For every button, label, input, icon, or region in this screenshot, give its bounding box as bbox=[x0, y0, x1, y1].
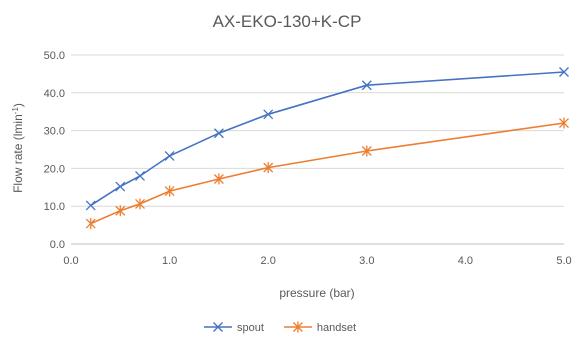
x-tick-label: 4.0 bbox=[458, 255, 473, 267]
x-tick-label: 0.0 bbox=[63, 255, 78, 267]
data-point-handset bbox=[263, 162, 274, 174]
data-point-handset bbox=[213, 173, 224, 185]
x-tick-label: 3.0 bbox=[359, 255, 374, 267]
series-handset bbox=[85, 117, 569, 230]
data-point-handset bbox=[559, 117, 569, 129]
data-point-handset bbox=[115, 205, 126, 217]
y-axis-label-superscript: -1 bbox=[11, 107, 20, 115]
data-point-spout bbox=[361, 80, 372, 91]
data-point-spout bbox=[115, 181, 126, 192]
y-tick-label: 10.0 bbox=[44, 201, 65, 213]
legend: spout handset bbox=[204, 321, 356, 334]
legend-item-handset: handset bbox=[283, 321, 356, 334]
series-line-spout bbox=[90, 71, 565, 207]
data-point-handset bbox=[135, 198, 145, 210]
data-point-handset bbox=[361, 145, 372, 157]
data-point-spout bbox=[135, 171, 145, 181]
series-spout bbox=[85, 67, 569, 211]
legend-item-spout: spout bbox=[204, 322, 264, 334]
y-tick-label: 0.0 bbox=[50, 239, 65, 251]
data-point-spout bbox=[164, 150, 175, 161]
y-tick-label: 30.0 bbox=[44, 126, 65, 138]
y-axis-label: Flow rate (lmin-1) bbox=[11, 103, 25, 193]
x-tick-label: 1.0 bbox=[162, 255, 177, 267]
data-point-spout bbox=[559, 67, 569, 77]
legend-marker bbox=[292, 321, 303, 333]
data-point-spout bbox=[213, 128, 224, 139]
legend-marker bbox=[213, 322, 223, 332]
y-axis-label-suffix: ) bbox=[11, 103, 25, 107]
series-layer bbox=[85, 67, 569, 230]
x-axis-label: pressure (bar) bbox=[279, 286, 354, 300]
data-point-spout bbox=[85, 200, 96, 211]
legend-label: spout bbox=[237, 322, 264, 334]
gridlines bbox=[71, 54, 564, 207]
x-axis-ticks: 0.0 1.0 2.0 3.0 4.0 5.0 bbox=[63, 255, 571, 267]
y-axis-ticks: 0.0 10.0 20.0 30.0 40.0 50.0 bbox=[44, 50, 65, 251]
legend-label: handset bbox=[317, 322, 356, 334]
data-point-handset bbox=[164, 185, 175, 197]
data-point-handset bbox=[85, 218, 96, 230]
y-tick-label: 20.0 bbox=[44, 163, 65, 175]
y-tick-label: 50.0 bbox=[44, 50, 65, 62]
x-tick-label: 5.0 bbox=[556, 255, 571, 267]
y-axis-label-main: Flow rate (lmin bbox=[11, 114, 25, 193]
series-line-handset bbox=[90, 122, 565, 225]
y-tick-label: 40.0 bbox=[44, 88, 65, 100]
chart-title: AX-EKO-130+K-CP bbox=[213, 12, 362, 31]
data-point-spout bbox=[263, 109, 274, 120]
x-tick-label: 2.0 bbox=[261, 255, 276, 267]
